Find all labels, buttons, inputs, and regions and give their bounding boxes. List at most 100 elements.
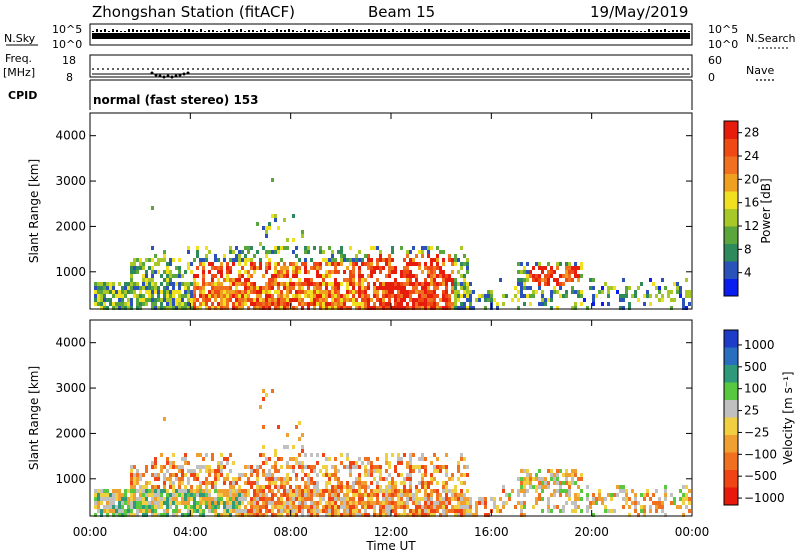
velocity-cell [469,513,472,517]
power-x-ticks [89,113,693,309]
velocity-cell [193,469,196,473]
velocity-cell [211,501,214,505]
velocity-cell [637,501,640,505]
power-colorbar-tick-label: 8 [744,242,752,256]
velocity-cell [247,509,250,513]
power-cell [265,286,268,290]
power-cell [370,262,373,266]
power-cell [265,234,268,238]
power-cell [289,282,292,286]
power-cell [298,286,301,290]
power-cell [436,274,439,278]
velocity-cell [388,501,391,505]
power-cell [541,266,544,270]
power-cell [166,294,169,298]
velocity-cell [112,501,115,505]
power-cell [538,302,541,306]
velocity-cell [394,489,397,493]
power-cell [256,266,259,270]
power-cell [298,266,301,270]
power-cell [304,270,307,274]
power-cell [286,274,289,278]
power-cell [277,290,280,294]
velocity-cell [559,493,562,497]
velocity-cell [196,493,199,497]
velocity-cell [313,513,316,517]
velocity-cell [169,477,172,481]
velocity-cell [418,457,421,461]
velocity-cell [211,497,214,501]
velocity-cell [385,461,388,465]
power-cell [427,266,430,270]
velocity-cell [580,473,583,477]
power-cell [328,302,331,306]
power-cell [388,294,391,298]
velocity-cell [211,505,214,509]
velocity-cell [187,505,190,509]
power-cell [433,278,436,282]
nsky-spike [520,29,522,32]
velocity-cell [400,493,403,497]
power-cell [166,266,169,270]
power-cell [118,282,121,286]
velocity-x-ticks: 00:00 04:00 08:00 12:00 16:00 20:00 00:00 [73,320,709,539]
power-cell [388,286,391,290]
power-cell [574,274,577,278]
power-cell [388,282,391,286]
power-cell [361,282,364,286]
velocity-cell [457,465,460,469]
power-cell [355,302,358,306]
velocity-cell [157,497,160,501]
velocity-cell [259,405,262,409]
power-cell [547,274,550,278]
velocity-cell [664,493,667,497]
velocity-cell [205,465,208,469]
power-cell [406,294,409,298]
power-cell [262,226,265,230]
velocity-cell [484,497,487,501]
velocity-cell [406,493,409,497]
nsky-spike [560,29,562,32]
velocity-cell [220,461,223,465]
power-cell [217,302,220,306]
velocity-cell [127,509,130,513]
power-cell [268,226,271,230]
power-cell [379,306,382,310]
velocity-cell [340,481,343,485]
power-cell [538,274,541,278]
velocity-cell [346,489,349,493]
velocity-cell [409,465,412,469]
velocity-cell [259,453,262,457]
power-cell [412,246,415,250]
velocity-cell [265,509,268,513]
velocity-cell [610,509,613,513]
power-cell [427,302,430,306]
velocity-cell [538,497,541,501]
velocity-cell [202,509,205,513]
power-cell [142,282,145,286]
velocity-cell [196,465,199,469]
velocity-cell [556,477,559,481]
power-cell [190,302,193,306]
velocity-cell [265,501,268,505]
velocity-cell [346,505,349,509]
power-cell [331,250,334,254]
velocity-cell [169,481,172,485]
velocity-cell [649,497,652,501]
power-cell [178,306,181,310]
power-cell [460,262,463,266]
power-cell [214,266,217,270]
power-cell [433,302,436,306]
velocity-cell [664,485,667,489]
velocity-cell [376,485,379,489]
velocity-cell [598,497,601,501]
power-cell [238,250,241,254]
power-cell [262,302,265,306]
power-cell [148,290,151,294]
velocity-cell [277,469,280,473]
power-cell [625,290,628,294]
power-cell [418,282,421,286]
power-cell [154,306,157,310]
power-cell [274,262,277,266]
power-cell [430,306,433,310]
